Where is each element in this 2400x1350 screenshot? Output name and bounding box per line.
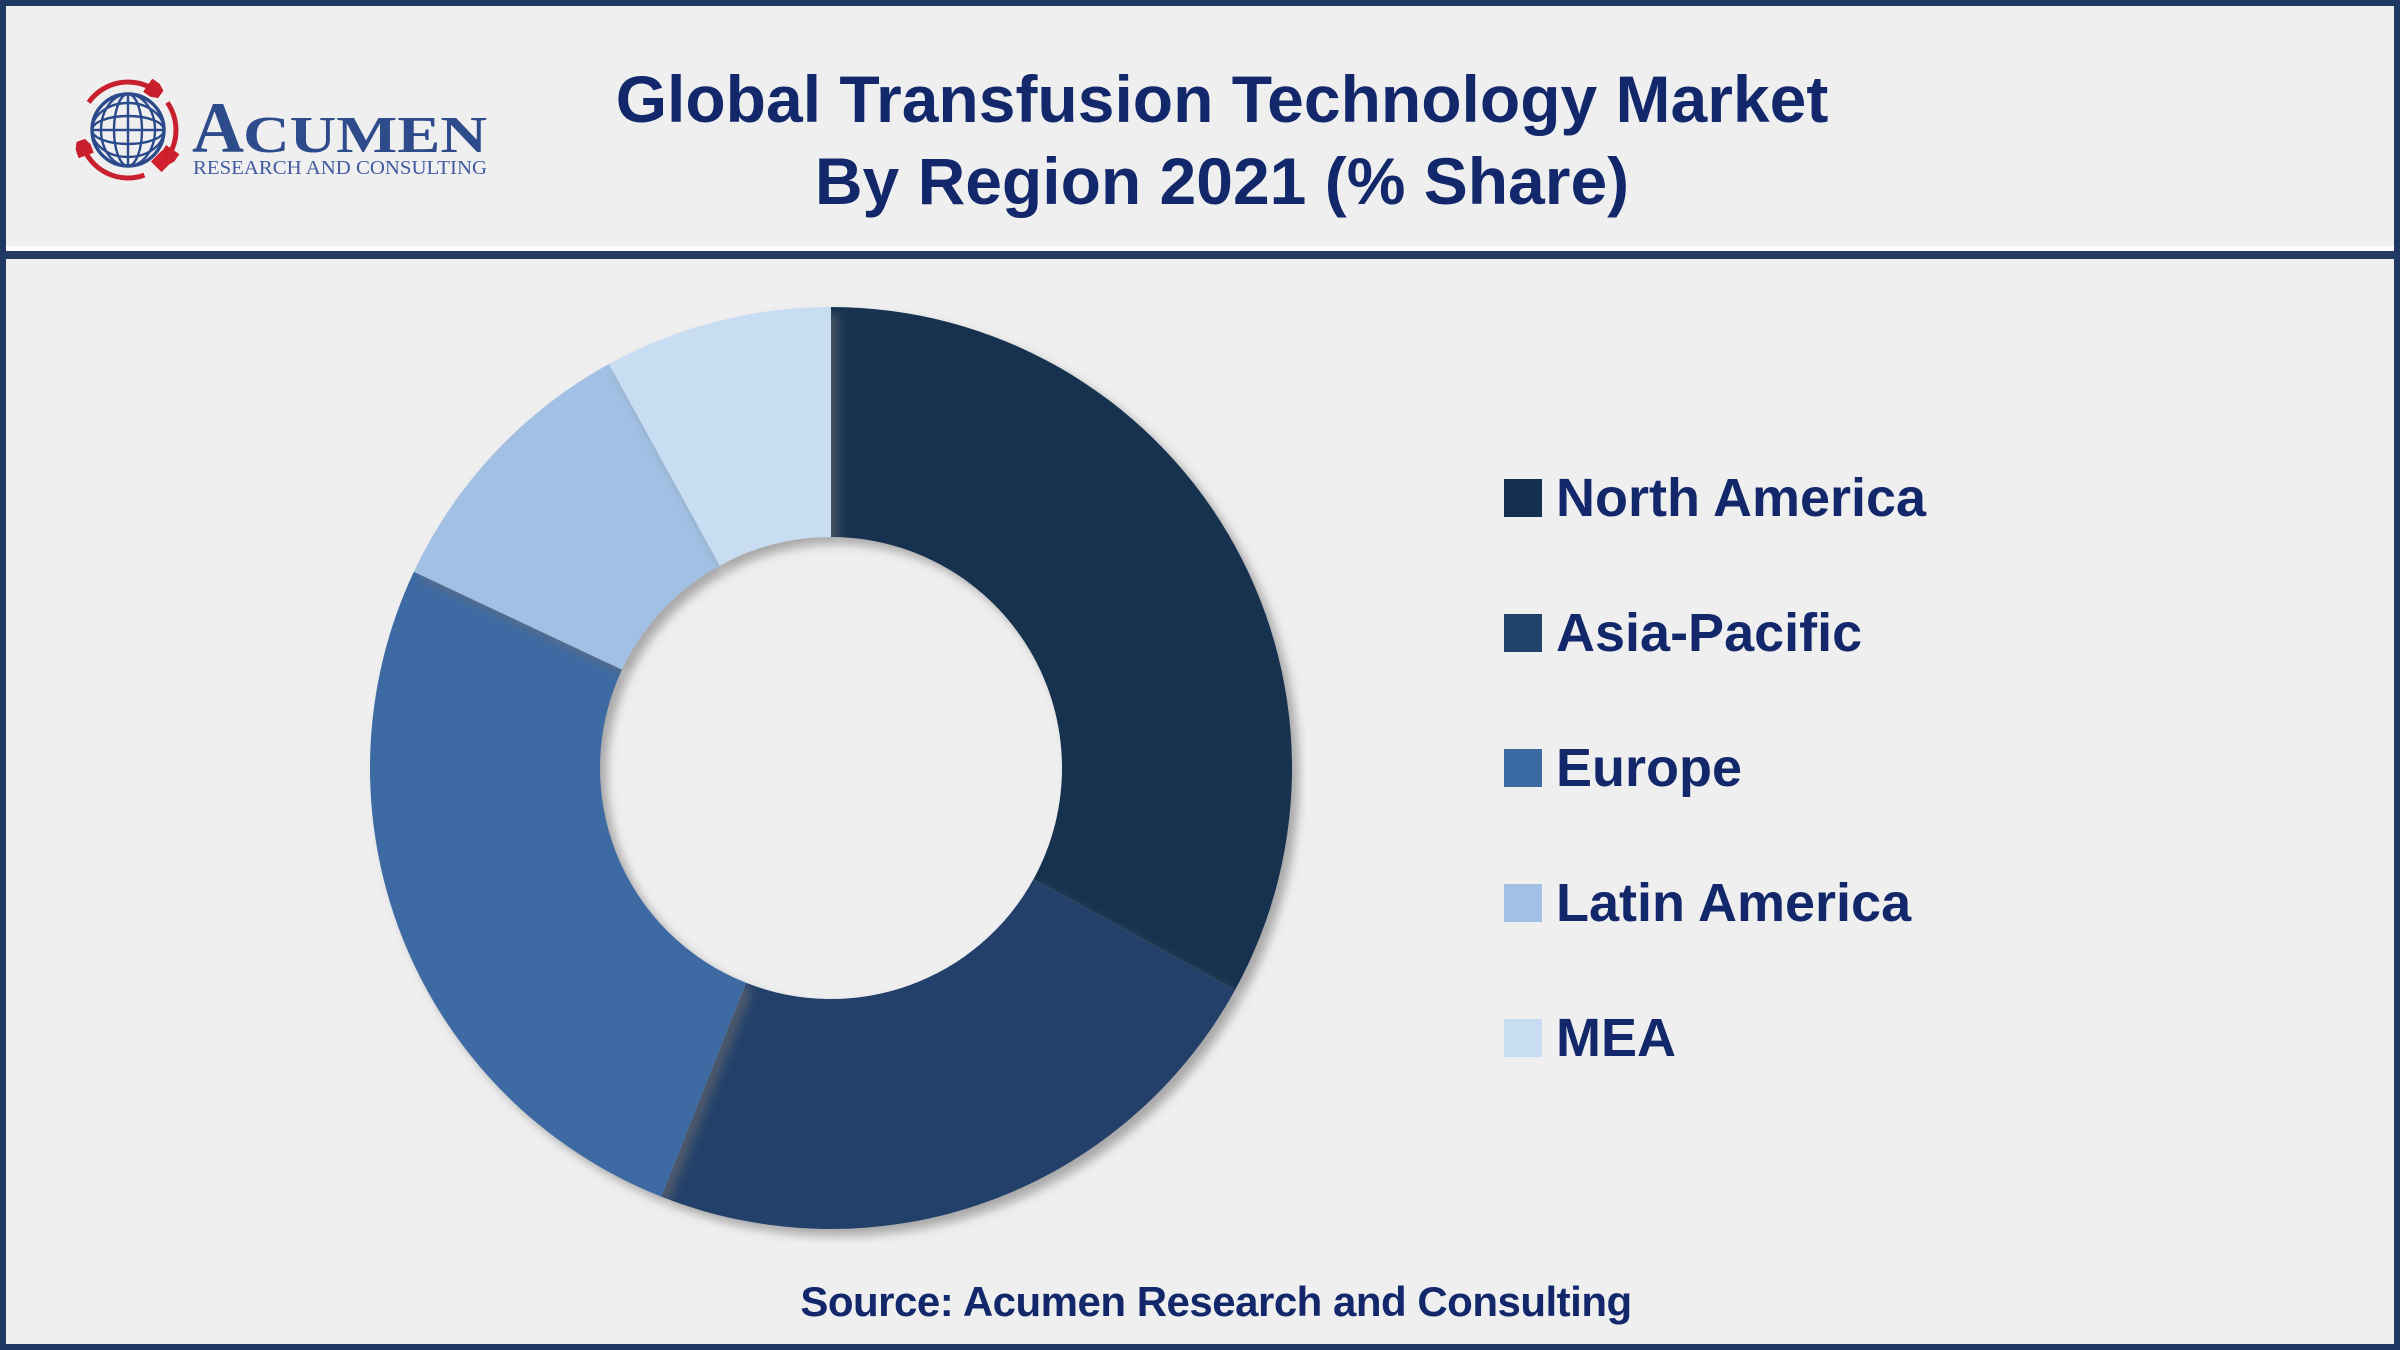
legend-label: MEA (1556, 1007, 1676, 1068)
legend-swatch (1504, 883, 1542, 922)
chart-title-line1: Global Transfusion Technology Market (615, 62, 1829, 136)
donut-slice-mea (608, 307, 831, 566)
legend-swatch (1504, 748, 1542, 787)
brand-tagline: RESEARCH AND CONSULTING (193, 157, 487, 179)
brand-name: CUMEN (243, 107, 487, 164)
legend-item-europe: Europe (1504, 700, 1926, 835)
legend-swatch (1504, 613, 1542, 652)
donut-slice-europe (369, 571, 746, 1197)
orbit-arrows-icon (83, 82, 176, 181)
donut-slice-asia-pacific (661, 879, 1235, 1230)
chart-title: Global Transfusion Technology Market By … (6, 58, 2394, 222)
acumen-logo: A CUMEN RESEARCH AND CONSULTING (62, 58, 487, 181)
donut-slice-north-america (831, 307, 1293, 991)
legend: North America Asia-Pacific Europe Latin … (1504, 430, 1926, 1105)
diamond-icon (150, 150, 173, 173)
source-note: Source: Acumen Research and Consulting (800, 1278, 1632, 1325)
donut-slices (369, 307, 1293, 1230)
header-divider-highlight (6, 246, 2394, 251)
donut-chart (369, 307, 1293, 1230)
legend-swatch (1504, 1018, 1542, 1057)
chart-title-line2: By Region 2021 (% Share) (814, 144, 1630, 218)
globe-icon (90, 92, 166, 168)
header: A CUMEN RESEARCH AND CONSULTING Global T… (6, 6, 2394, 246)
header-divider (6, 251, 2394, 259)
legend-swatch (1504, 478, 1542, 517)
legend-label: Latin America (1556, 872, 1912, 933)
legend-label: Asia-Pacific (1556, 602, 1863, 663)
donut-slice-latin-america (413, 364, 720, 670)
legend-label: North America (1556, 467, 1927, 528)
legend-item-north-america: North America (1504, 430, 1926, 565)
legend-item-latin-america: Latin America (1504, 835, 1926, 970)
brand-initial: A (192, 88, 244, 168)
legend-item-mea: MEA (1504, 970, 1926, 1105)
legend-item-asia-pacific: Asia-Pacific (1504, 565, 1926, 700)
legend-label: Europe (1556, 737, 1743, 798)
